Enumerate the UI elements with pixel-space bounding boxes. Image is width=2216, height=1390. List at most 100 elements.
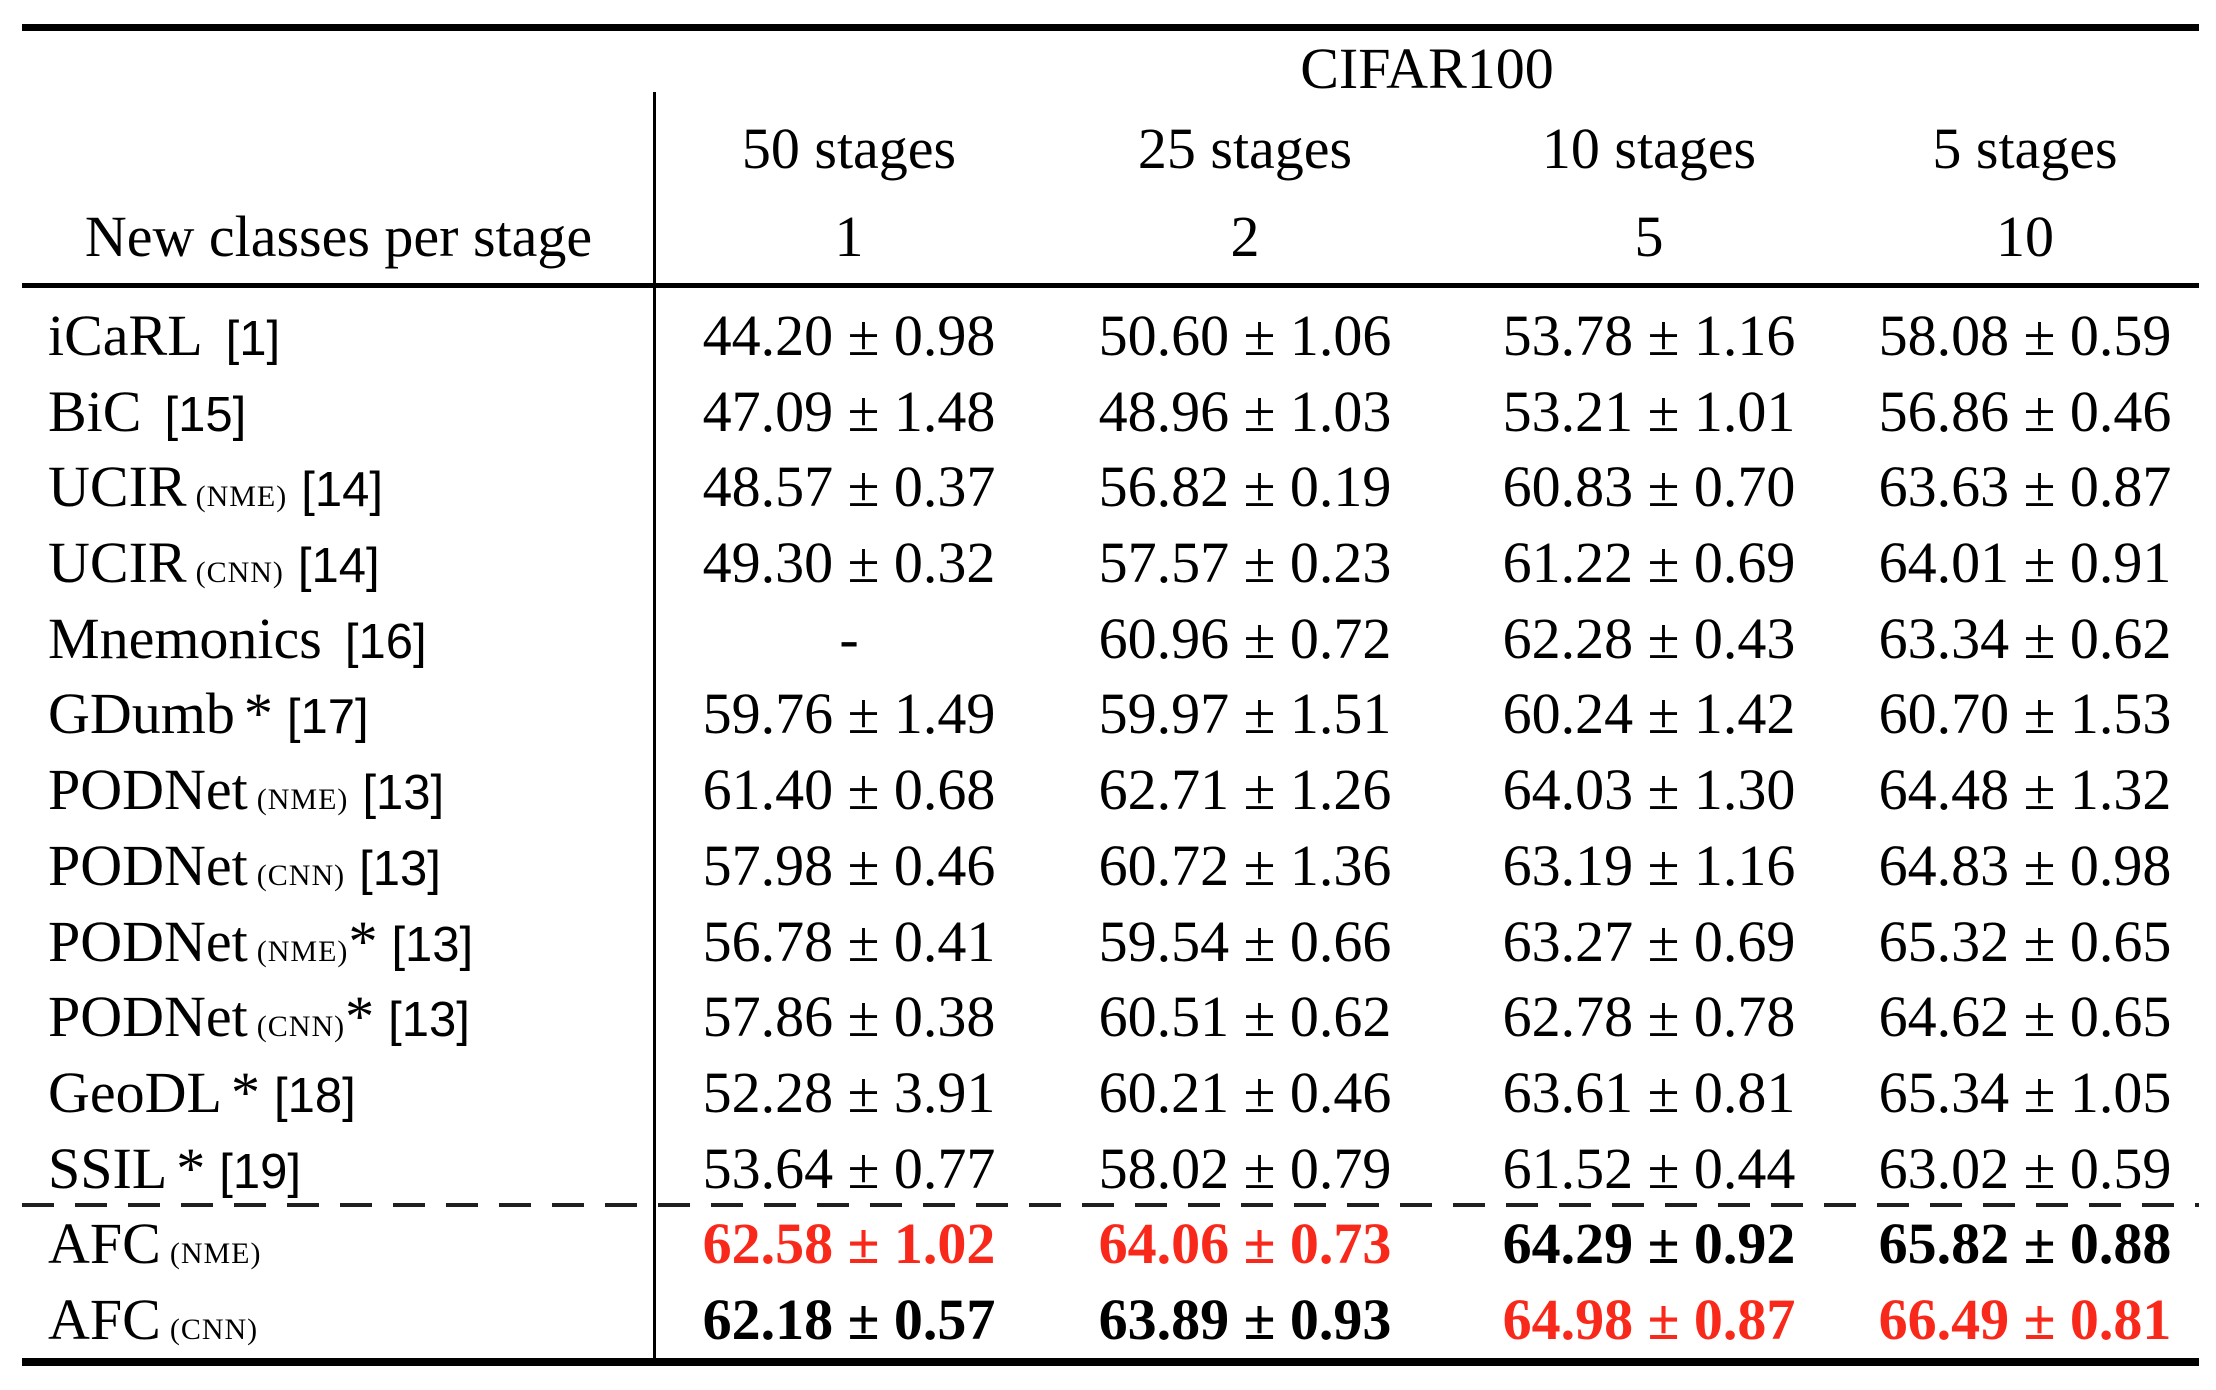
classes-count: 5 — [1634, 204, 1664, 269]
method-name: PODNet — [48, 908, 248, 974]
value-cell: 64.48 ± 1.32 — [1878, 757, 2172, 823]
value-cell: 63.89 ± 0.93 — [1098, 1286, 1392, 1352]
value-cell: 52.28 ± 3.91 — [702, 1059, 996, 1125]
classes-count: 1 — [834, 204, 864, 269]
method-name: GDumb — [48, 681, 235, 747]
value-cell: 61.22 ± 0.69 — [1502, 530, 1796, 596]
method-cell: UCIR (NME) [14] — [22, 449, 655, 525]
value-cell: 65.34 ± 1.05 — [1878, 1059, 2172, 1125]
value-cell: 63.19 ± 1.16 — [1502, 832, 1796, 898]
method-name: iCaRL — [48, 303, 203, 368]
value-cell: 64.83 ± 0.98 — [1878, 832, 2172, 898]
value-cell: 60.51 ± 0.62 — [1098, 984, 1392, 1050]
method-cell: PODNet (NME) [13] — [22, 752, 655, 828]
stage-header: 25 stages — [1137, 116, 1353, 181]
header-separator-rule — [22, 283, 2199, 288]
table-bottom-rule — [22, 1358, 2199, 1366]
method-cell: Mnemonics [16] — [22, 601, 655, 677]
method-star: * — [176, 1135, 206, 1201]
method-cell: AFC (CNN) — [22, 1282, 655, 1358]
method-name: AFC — [48, 1211, 161, 1277]
value-cell: 62.58 ± 1.02 — [702, 1211, 996, 1277]
citation-ref: [15] — [164, 387, 247, 442]
value-cell: 60.83 ± 0.70 — [1502, 454, 1796, 520]
stage-header: 10 stages — [1541, 116, 1757, 181]
value-cell: 65.32 ± 0.65 — [1878, 908, 2172, 974]
value-cell: 57.57 ± 0.23 — [1098, 530, 1392, 596]
method-cell: PODNet (CNN) [13] — [22, 828, 655, 904]
table-body: iCaRL [1] 44.20 ± 0.98 50.60 ± 1.06 53.78… — [22, 298, 2199, 1358]
method-cell: GDumb * [17] — [22, 676, 655, 752]
value-cell: 63.61 ± 0.81 — [1502, 1059, 1796, 1125]
method-name: SSIL — [48, 1135, 168, 1201]
value-cell: 48.96 ± 1.03 — [1098, 378, 1392, 444]
table-top-rule — [22, 24, 2199, 31]
header-spacer — [22, 30, 655, 108]
value-cell: 49.30 ± 0.32 — [702, 530, 996, 596]
method-cell: PODNet (CNN)* [13] — [22, 979, 655, 1055]
dashed-separator — [22, 1203, 2199, 1207]
value-cell: 64.01 ± 0.91 — [1878, 530, 2172, 596]
value-cell: 63.34 ± 0.62 — [1878, 605, 2172, 671]
citation-ref: [14] — [301, 463, 383, 518]
method-cell: SSIL * [19] — [22, 1131, 655, 1207]
value-cell: 64.62 ± 0.65 — [1878, 984, 2172, 1050]
classes-count: 2 — [1230, 204, 1260, 269]
method-name: AFC — [48, 1286, 161, 1352]
method-name: PODNet — [48, 832, 248, 898]
value-cell: 56.82 ± 0.19 — [1098, 454, 1392, 520]
value-cell: 53.64 ± 0.77 — [702, 1135, 996, 1201]
value-cell: 62.78 ± 0.78 — [1502, 984, 1796, 1050]
method-cell: iCaRL [1] — [22, 298, 655, 374]
method-variant: (CNN) — [169, 1312, 259, 1346]
value-cell: 64.06 ± 0.73 — [1098, 1211, 1392, 1277]
value-cell: 59.54 ± 0.66 — [1098, 908, 1392, 974]
method-star: * — [348, 908, 378, 974]
value-cell: 60.70 ± 1.53 — [1878, 681, 2172, 747]
method-cell: BiC [15] — [22, 374, 655, 450]
value-cell: 60.72 ± 1.36 — [1098, 832, 1392, 898]
value-cell: 58.02 ± 0.79 — [1098, 1135, 1392, 1201]
method-cell: UCIR (CNN) [14] — [22, 525, 655, 601]
value-cell: 60.96 ± 0.72 — [1098, 605, 1392, 671]
stage-header: 50 stages — [741, 116, 957, 181]
method-cell: PODNet (NME)* [13] — [22, 904, 655, 980]
value-cell: 48.57 ± 0.37 — [702, 454, 996, 520]
dataset-header: CIFAR100 — [1300, 36, 1554, 101]
value-cell: 53.78 ± 1.16 — [1502, 303, 1796, 368]
value-cell: 61.40 ± 0.68 — [702, 757, 996, 823]
value-cell: 66.49 ± 0.81 — [1878, 1286, 2172, 1352]
value-cell: 61.52 ± 0.44 — [1502, 1135, 1796, 1201]
citation-ref: [13] — [362, 766, 445, 821]
method-cell: AFC (NME) — [22, 1206, 655, 1282]
citation-ref: [13] — [359, 841, 441, 896]
stage-header: 5 stages — [1932, 116, 2118, 181]
value-cell: 50.60 ± 1.06 — [1098, 303, 1392, 368]
citation-ref: [16] — [344, 614, 427, 669]
value-cell: 60.24 ± 1.42 — [1502, 681, 1796, 747]
method-variant: (NME) — [195, 480, 288, 514]
value-cell: 62.28 ± 0.43 — [1502, 605, 1796, 671]
method-star: * — [345, 984, 375, 1050]
method-name: GeoDL — [48, 1059, 222, 1125]
header-spacer — [22, 108, 655, 190]
value-cell: 64.98 ± 0.87 — [1502, 1286, 1796, 1352]
method-name: UCIR — [48, 530, 187, 596]
method-variant: (CNN) — [256, 1010, 346, 1044]
citation-ref: [14] — [297, 539, 380, 594]
method-name: UCIR — [48, 454, 187, 520]
method-variant: (NME) — [256, 934, 349, 968]
method-variant: (NME) — [169, 1237, 262, 1271]
value-cell: 57.98 ± 0.46 — [702, 832, 996, 898]
value-cell: 58.08 ± 0.59 — [1878, 303, 2172, 368]
method-name: PODNet — [48, 757, 248, 823]
value-cell: 64.29 ± 0.92 — [1502, 1211, 1796, 1277]
method-name: Mnemonics — [48, 605, 322, 671]
value-cell: 56.78 ± 0.41 — [702, 908, 996, 974]
value-cell: 57.86 ± 0.38 — [702, 984, 996, 1050]
value-cell: 63.02 ± 0.59 — [1878, 1135, 2172, 1201]
value-cell: - — [839, 605, 859, 671]
value-cell: 47.09 ± 1.48 — [702, 378, 996, 444]
value-cell: 62.71 ± 1.26 — [1098, 757, 1392, 823]
classes-count: 10 — [1996, 204, 2054, 269]
